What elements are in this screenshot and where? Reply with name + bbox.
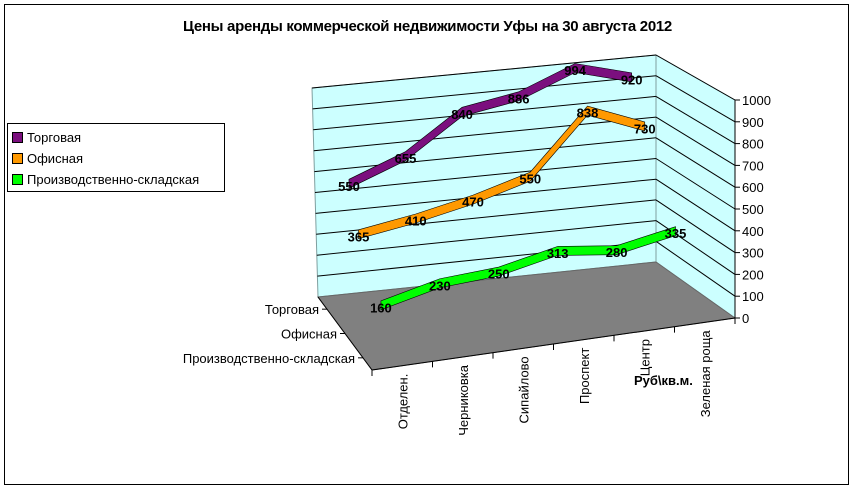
data-label: 280	[606, 245, 628, 260]
gridline	[313, 116, 657, 152]
chart-title: Цены аренды коммерческой недвижимости Уф…	[183, 18, 672, 35]
data-label: 470	[462, 195, 484, 210]
data-label: 550	[519, 172, 541, 187]
gridline	[655, 75, 736, 123]
y-tick-label: 700	[742, 158, 764, 173]
y-tick-label: 500	[742, 202, 764, 217]
gridline	[655, 95, 736, 145]
data-label: 655	[395, 151, 417, 166]
y-tick-label: 200	[742, 267, 764, 282]
x-tick-label: Зеленая роща	[698, 330, 713, 418]
data-label: 250	[488, 267, 510, 282]
data-label: 160	[370, 300, 392, 315]
series-ribbon	[380, 226, 676, 311]
legend-swatch-orange-icon	[12, 153, 23, 164]
gridline	[655, 199, 736, 254]
gridline	[314, 158, 657, 193]
legend-item-ofisnaya: Офисная	[12, 148, 220, 169]
legend-label: Торговая	[27, 130, 82, 145]
gridline	[655, 116, 736, 166]
y-tick-label: 0	[742, 311, 749, 326]
legend-label: Производственно-складская	[27, 172, 200, 187]
gridline	[655, 158, 736, 210]
y-axis: 0 100 200 300 400 500 600 700 800 900 1000	[734, 93, 771, 326]
series-axis-label: Производственно-складская	[183, 351, 355, 366]
x-tick-label: Центр	[637, 339, 652, 376]
series-ribbon	[348, 63, 632, 189]
y-tick-label: 600	[742, 180, 764, 195]
series-ribbon	[358, 105, 646, 240]
x-tick-label: Сипайлово	[516, 356, 531, 423]
data-label: 838	[577, 106, 599, 121]
gridline	[655, 240, 736, 297]
legend: Торговая Офисная Производственно-складск…	[7, 123, 225, 192]
series-axis-label: Офисная	[281, 327, 337, 342]
data-label: 313	[547, 246, 569, 261]
data-label: 365	[348, 229, 370, 244]
series-axis-label: Торговая	[265, 302, 319, 317]
data-label: 840	[451, 107, 473, 122]
y-tick-label: 300	[742, 246, 764, 261]
legend-label: Офисная	[27, 151, 84, 166]
legend-item-proizv: Производственно-складская	[12, 169, 220, 190]
data-label: 886	[508, 91, 530, 106]
y-tick-label: 400	[742, 224, 764, 239]
data-label: 410	[405, 214, 427, 229]
legend-item-torgovaya: Торговая	[12, 127, 220, 148]
gridline	[655, 54, 736, 101]
data-label: 230	[429, 278, 451, 293]
gridline	[655, 137, 736, 188]
unit-label: Руб\кв.м.	[634, 373, 693, 388]
data-label: 335	[665, 226, 687, 241]
y-tick-label: 100	[742, 289, 764, 304]
y-tick-label: 900	[742, 115, 764, 130]
data-label: 550	[338, 179, 360, 194]
series-lines: 550 655 840 886 994 920 365 410 470 550 838 730 160 2…	[338, 63, 686, 315]
gridline	[311, 54, 657, 89]
legend-swatch-purple-icon	[12, 132, 23, 143]
x-axis: Отделен. Черниковка Сипайлово Проспект Центр…	[371, 317, 736, 436]
y-tick-label: 1000	[742, 93, 771, 108]
legend-swatch-green-icon	[12, 174, 23, 185]
gridline	[312, 75, 657, 110]
gridline	[316, 220, 657, 256]
x-tick-label: Черниковка	[456, 364, 471, 436]
gridline	[655, 178, 736, 232]
x-tick-label: Отделен.	[395, 374, 410, 430]
data-label: 994	[564, 63, 586, 78]
data-label: 730	[634, 121, 656, 136]
series-axis: Торговая Офисная Производственно-складская	[183, 296, 373, 371]
x-tick-label: Проспект	[577, 348, 592, 404]
y-tick-label: 800	[742, 137, 764, 152]
data-label: 920	[621, 72, 643, 87]
gridline	[314, 137, 657, 173]
gridline	[313, 95, 657, 131]
